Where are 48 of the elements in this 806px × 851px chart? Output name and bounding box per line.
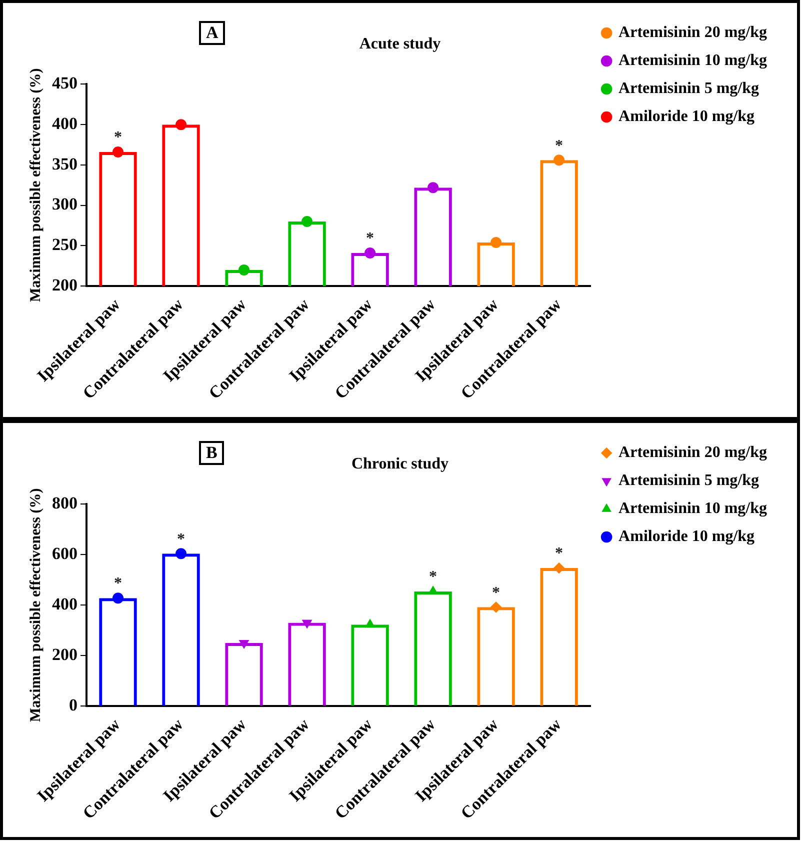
y-tick-label: 300 [52, 194, 78, 214]
legend-label: Artemisinin 10 mg/kg [618, 500, 768, 518]
data-label: * [114, 129, 122, 146]
point [302, 216, 313, 227]
data-label: * [492, 584, 500, 602]
point [490, 236, 502, 248]
legend-label: Artemisinin 20 mg/kg [618, 24, 768, 42]
text: B [199, 441, 224, 465]
legend-label: Artemisinin 10 mg/kg [618, 52, 768, 70]
y-tick-label: 400 [52, 594, 78, 614]
point [302, 620, 312, 628]
y-tick-label: 450 [52, 74, 78, 93]
chart-title: Acute study [359, 36, 441, 53]
legend-label: Artemisinin 20 mg/kg [618, 444, 768, 462]
y-tick-label: 800 [52, 494, 78, 513]
data-label: * [555, 545, 564, 562]
legend-label: Amiloride 10 mg/kg [618, 528, 755, 546]
point [554, 154, 565, 166]
y-tick-label: 200 [52, 645, 78, 664]
y-tick-label: 400 [52, 114, 78, 133]
point [554, 562, 565, 574]
point [365, 619, 375, 628]
point [364, 247, 376, 258]
point [490, 602, 502, 613]
y-axis-title: Maximum possible effectiveness (%) [28, 68, 44, 302]
point [176, 548, 187, 560]
data-label: * [555, 137, 564, 154]
data-label: * [114, 575, 122, 592]
y-tick-label: 200 [52, 275, 78, 294]
legend-label: Artemisinin 5 mg/kg [618, 80, 760, 98]
data-label: * [366, 230, 374, 248]
point [112, 146, 124, 158]
text: A [199, 21, 226, 45]
legend-label: Amiloride 10 mg/kg [618, 108, 755, 126]
point [112, 592, 124, 604]
y-tick-label: 600 [52, 544, 78, 564]
point [428, 182, 439, 194]
y-tick-label: 250 [52, 235, 78, 254]
point [176, 119, 187, 130]
point [239, 640, 249, 648]
data-label: * [177, 530, 186, 548]
chart-title: Chronic study [351, 456, 449, 473]
point [238, 264, 250, 276]
legend-label: Artemisinin 5 mg/kg [618, 472, 760, 490]
y-axis-title: Maximum possible effectiveness (%) [28, 488, 44, 722]
y-tick-label: 350 [52, 154, 78, 174]
data-label: * [429, 568, 438, 586]
y-tick-label: 0 [69, 695, 78, 714]
